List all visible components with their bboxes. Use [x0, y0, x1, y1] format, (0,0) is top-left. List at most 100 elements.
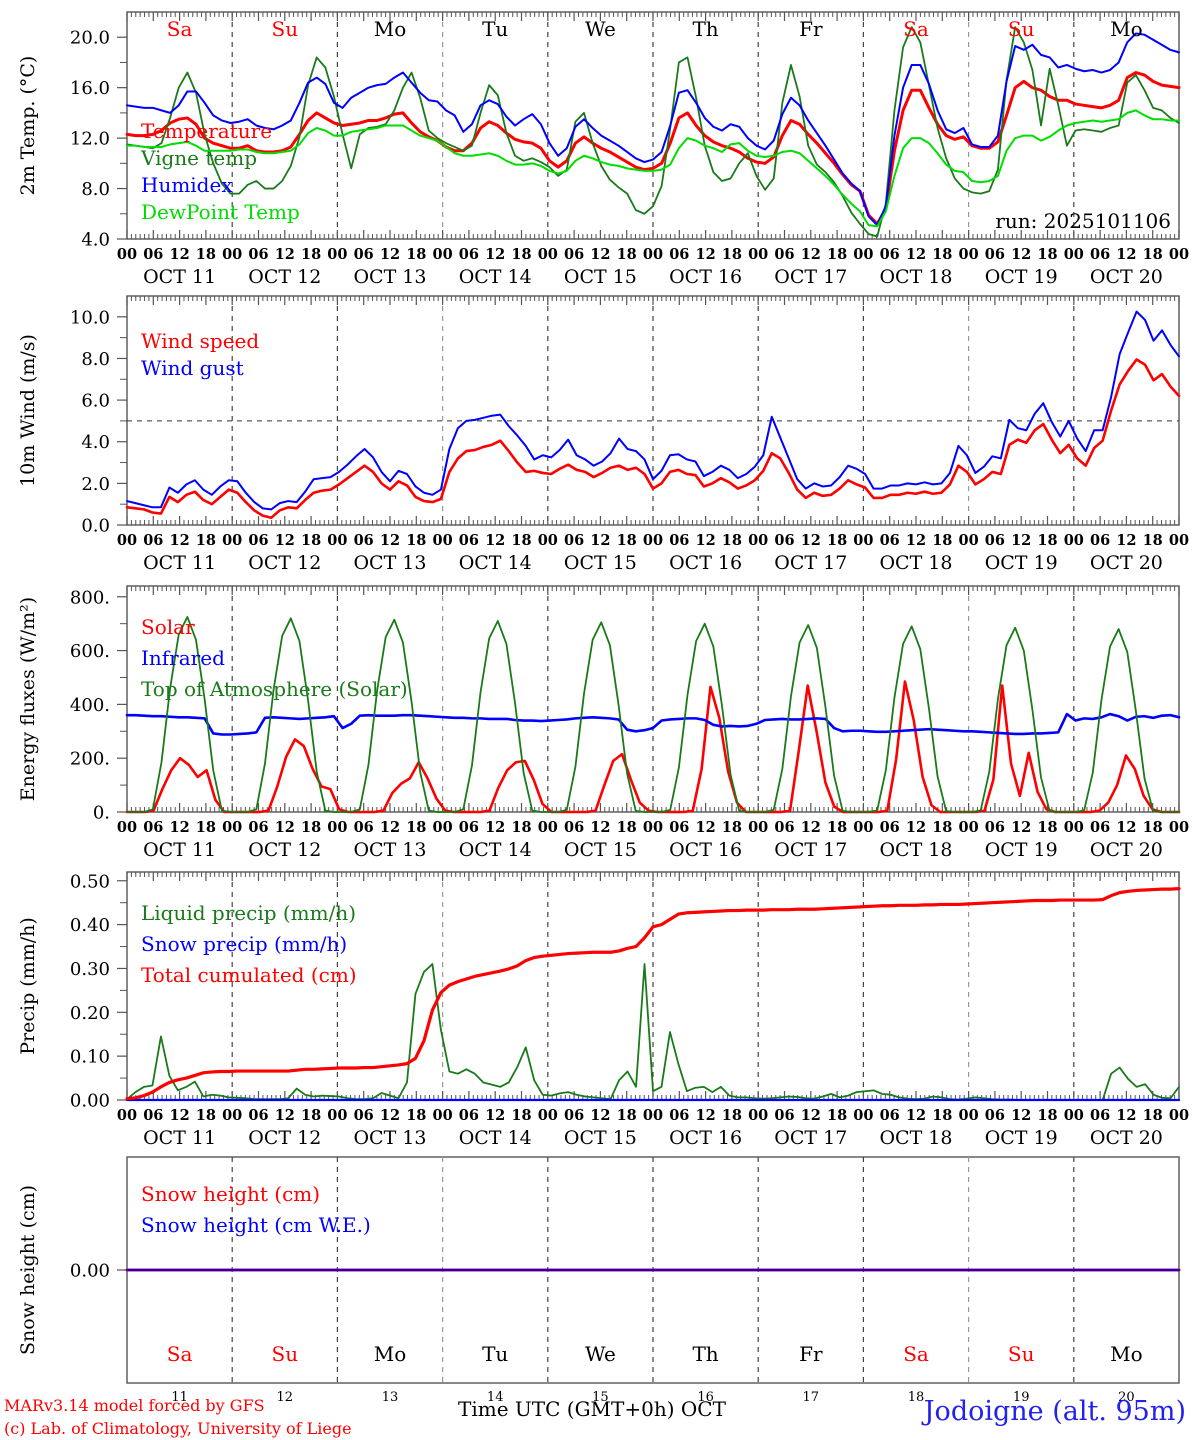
dow-label: Fr: [799, 1342, 823, 1366]
legend-label: Vigne temp: [140, 146, 257, 170]
hour-tick-label: 18: [406, 246, 426, 263]
dow-label: Mo: [374, 17, 407, 41]
day-label: OCT 17: [774, 552, 847, 574]
hour-tick-label: 00: [327, 819, 347, 836]
hour-tick-label: 18: [511, 819, 531, 836]
hour-tick-label: 18: [617, 532, 637, 549]
day-label: OCT 13: [353, 839, 426, 861]
dow-label: Su: [1008, 17, 1035, 41]
hour-tick-label: 00: [222, 819, 242, 836]
day-number-label: 14: [487, 1390, 504, 1405]
hour-tick-label: 06: [143, 246, 163, 263]
hour-tick-label: 12: [801, 532, 821, 549]
legend-label: Snow height (cm): [141, 1182, 320, 1206]
dow-label: We: [585, 17, 616, 41]
hour-tick-label: 06: [774, 819, 794, 836]
legend-label: Wind gust: [141, 356, 244, 380]
hour-tick-label: 06: [248, 819, 268, 836]
hour-tick-label: 12: [696, 1107, 716, 1124]
hour-tick-label: 18: [722, 246, 742, 263]
hour-tick-label: 00: [1064, 532, 1084, 549]
day-label: OCT 19: [985, 839, 1058, 861]
hour-tick-label: 00: [853, 819, 873, 836]
hour-tick-label: 00: [327, 246, 347, 263]
day-number-label: 20: [1118, 1390, 1135, 1405]
day-label: OCT 18: [879, 1127, 952, 1149]
day-label: OCT 11: [143, 839, 216, 861]
hour-tick-label: 12: [801, 819, 821, 836]
hour-tick-label: 00: [1169, 246, 1189, 263]
hour-tick-label: 06: [459, 532, 479, 549]
day-label: OCT 17: [774, 266, 847, 288]
hour-tick-label: 12: [380, 819, 400, 836]
x-axis-title: Time UTC (GMT+0h) OCT: [458, 1397, 727, 1421]
day-label: OCT 18: [879, 839, 952, 861]
series-line: [126, 32, 1180, 227]
hour-tick-label: 18: [932, 1107, 952, 1124]
dow-label: Tu: [482, 1342, 508, 1366]
series-line: [125, 71, 1181, 226]
hour-tick-label: 12: [696, 246, 716, 263]
day-label: OCT 15: [564, 1127, 637, 1149]
hour-tick-label: 12: [1011, 532, 1031, 549]
run-annotation: run: 2025101106: [995, 209, 1171, 233]
hour-tick-label: 00: [117, 1107, 137, 1124]
day-label: OCT 13: [353, 1127, 426, 1149]
dow-label: Mo: [1110, 17, 1143, 41]
hour-tick-label: 12: [380, 246, 400, 263]
day-label: OCT 14: [459, 552, 532, 574]
hour-tick-label: 06: [880, 819, 900, 836]
hour-tick-label: 00: [538, 532, 558, 549]
series-line: [126, 26, 1180, 238]
hour-tick-label: 06: [564, 246, 584, 263]
hour-tick-label: 18: [827, 819, 847, 836]
dow-header-top: Sa Su Mo Tu We Th Fr Sa Su Mo: [167, 17, 1143, 41]
hour-tick-label: 06: [143, 532, 163, 549]
hour-tick-label: 18: [301, 1107, 321, 1124]
panel-wind: 0.0 2.0 4.0 6.0 8.0 10.0 10m Wind (m/s) 00 06 12 1…: [17, 295, 1189, 574]
hour-tick-label: 06: [1090, 532, 1110, 549]
hour-tick-label: 18: [932, 246, 952, 263]
day-label: OCT 19: [985, 266, 1058, 288]
hour-tick-label: 00: [1064, 246, 1084, 263]
hour-tick-label: 18: [1037, 246, 1057, 263]
hour-tick-label: 00: [117, 246, 137, 263]
y-tick-label: 12.0: [70, 129, 110, 150]
hour-tick-label: 18: [196, 246, 216, 263]
series-line: [126, 310, 1180, 511]
hour-tick-label: 12: [170, 246, 190, 263]
day-label: OCT 12: [248, 266, 321, 288]
day-number-label: 17: [803, 1390, 820, 1405]
hour-tick-label: 12: [696, 819, 716, 836]
dow-label: Th: [692, 17, 718, 41]
hour-tick-label: 06: [669, 819, 689, 836]
hour-tick-label: 06: [248, 532, 268, 549]
hour-tick-label: 00: [1064, 819, 1084, 836]
dow-label: Sa: [167, 17, 193, 41]
dow-label: Mo: [1110, 1342, 1143, 1366]
y-axis-title: 10m Wind (m/s): [17, 334, 39, 487]
hour-tick-label: 00: [222, 1107, 242, 1124]
hour-tick-label: 12: [1011, 1107, 1031, 1124]
y-tick-label: 2.0: [81, 474, 110, 495]
legend-label: Top of Atmosphere (Solar): [141, 677, 408, 701]
hour-tick-label: 18: [1037, 819, 1057, 836]
series-line: [125, 887, 1181, 1101]
hour-tick-label: 12: [906, 246, 926, 263]
hour-tick-label: 06: [143, 819, 163, 836]
hour-tick-label: 00: [748, 819, 768, 836]
day-number-label: 13: [382, 1390, 399, 1405]
y-tick-label: 400.: [70, 695, 110, 716]
hour-tick-label: 18: [617, 246, 637, 263]
day-number-label: 11: [171, 1390, 188, 1405]
hour-tick-label: 12: [801, 246, 821, 263]
hour-tick-label: 12: [485, 1107, 505, 1124]
hour-tick-label: 06: [669, 532, 689, 549]
hour-tick-label: 18: [722, 1107, 742, 1124]
hour-tick-label: 12: [1116, 532, 1136, 549]
hour-tick-label: 12: [380, 1107, 400, 1124]
run-label: run: 2025101106: [995, 209, 1171, 233]
series-line: [125, 712, 1181, 736]
day-number-label: 12: [277, 1390, 294, 1405]
